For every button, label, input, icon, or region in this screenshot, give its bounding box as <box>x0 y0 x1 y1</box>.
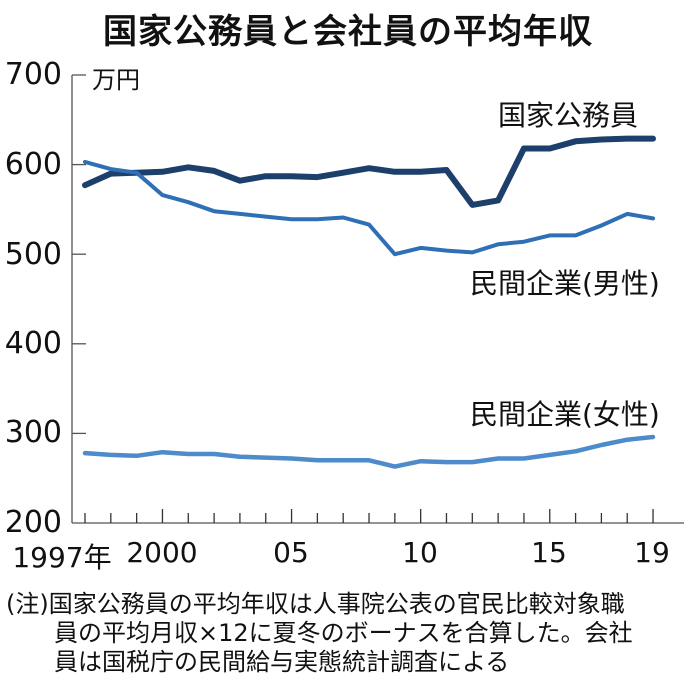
x-tick-1997: 1997年 <box>12 541 112 574</box>
x-tick-2005: 05 <box>273 536 309 569</box>
series-line-female <box>82 434 656 469</box>
y-tick-500: 500 <box>4 237 62 272</box>
footnote-line-3: 員は国税庁の民間給与実態統計調査による <box>54 648 510 676</box>
label-civil-servants: 国家公務員 <box>498 99 639 132</box>
series-line-civil <box>82 135 656 208</box>
footnote: (注)国家公務員の平均年収は人事院公表の官民比較対象職 員の平均月収×12に夏冬… <box>6 590 696 677</box>
y-tick-300: 300 <box>4 415 62 450</box>
x-tick-2015: 15 <box>531 536 567 569</box>
footnote-line-1: (注)国家公務員の平均年収は人事院公表の官民比較対象職 <box>6 590 625 618</box>
line-chart <box>71 74 684 524</box>
x-tick-2010: 10 <box>402 536 438 569</box>
y-tick-200: 200 <box>4 505 62 540</box>
y-axis-unit: 万円 <box>92 66 140 94</box>
x-tick-2019: 19 <box>634 536 670 569</box>
x-tick-2000: 2000 <box>126 536 198 569</box>
chart-title: 国家公務員と会社員の平均年収 <box>103 12 593 52</box>
label-private-female: 民間企業(女性) <box>470 398 660 431</box>
series-line-male <box>83 159 655 257</box>
y-tick-700: 700 <box>4 57 62 92</box>
label-private-male: 民間企業(男性) <box>470 267 660 300</box>
y-tick-400: 400 <box>4 326 62 361</box>
footnote-line-2: 員の平均月収×12に夏冬のボーナスを合算した。会社 <box>54 619 633 647</box>
axes <box>71 74 684 524</box>
series-lines <box>82 135 656 469</box>
y-tick-600: 600 <box>4 147 62 182</box>
